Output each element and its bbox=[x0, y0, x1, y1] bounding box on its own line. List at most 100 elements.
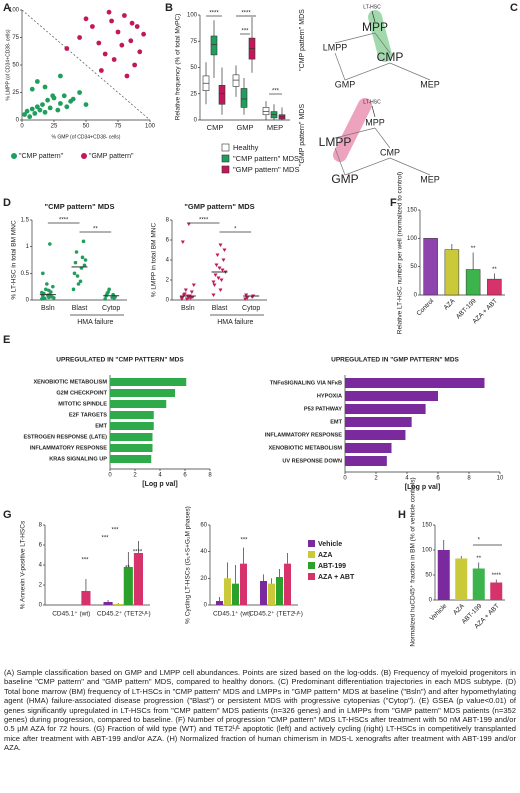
y-tick-label: 50 bbox=[190, 65, 197, 71]
point bbox=[98, 68, 104, 73]
y-axis-title: Normalized huCD45⁺ fraction in BM (% of … bbox=[410, 477, 417, 646]
edge bbox=[389, 62, 431, 81]
edge bbox=[389, 157, 431, 176]
y-tick-label: 100 bbox=[187, 13, 198, 19]
point bbox=[124, 73, 130, 79]
bar bbox=[465, 269, 481, 296]
point bbox=[216, 276, 221, 280]
point bbox=[78, 279, 83, 284]
box bbox=[240, 88, 248, 108]
point bbox=[44, 287, 48, 292]
point bbox=[180, 240, 185, 244]
y-tick-label: 50 bbox=[425, 573, 432, 579]
y-tick-label: 6 bbox=[39, 543, 43, 549]
node-label: CMP bbox=[380, 147, 400, 157]
point bbox=[183, 288, 188, 292]
point bbox=[47, 105, 53, 111]
point bbox=[102, 51, 108, 57]
x-tick-label: CD45.1⁺ (wt) bbox=[213, 611, 251, 618]
y-axis-title: Relative frequency (% of total MyPC) bbox=[175, 14, 182, 121]
point bbox=[129, 20, 135, 26]
x-tick-label: 8 bbox=[208, 473, 212, 479]
x-tick-label: 2 bbox=[133, 473, 137, 479]
x-tick-label: 100 bbox=[145, 124, 156, 130]
x-axis-title: [Log p val] bbox=[405, 484, 440, 491]
point bbox=[219, 278, 224, 282]
y-tick-label: 40 bbox=[200, 549, 207, 555]
node-label: MPP bbox=[362, 20, 388, 34]
point bbox=[40, 297, 44, 301]
y-tick-label: 25 bbox=[12, 90, 19, 96]
point bbox=[96, 40, 102, 46]
y-tick-label: 50 bbox=[410, 264, 417, 270]
point bbox=[46, 293, 50, 298]
category-label: E2F TARGETS bbox=[69, 412, 107, 418]
point bbox=[103, 297, 107, 301]
y-tick-label: 100 bbox=[9, 8, 20, 14]
bar bbox=[110, 433, 153, 441]
legend-swatch bbox=[221, 165, 230, 174]
y-axis-title: Relative LT-HSC number per well (normali… bbox=[397, 172, 404, 334]
point bbox=[80, 255, 85, 260]
node-label: LT-HSC bbox=[363, 99, 381, 105]
x-axis-title: [Log p val] bbox=[142, 481, 177, 488]
point bbox=[184, 297, 189, 301]
point bbox=[90, 24, 95, 29]
point bbox=[211, 280, 216, 284]
point bbox=[73, 260, 78, 265]
x-tick-label: 6 bbox=[183, 473, 187, 479]
legend-label: ABT-199 bbox=[318, 563, 346, 570]
significance: **** bbox=[492, 573, 502, 579]
point bbox=[182, 292, 187, 296]
point bbox=[22, 112, 27, 117]
box bbox=[210, 35, 218, 56]
bar bbox=[472, 568, 485, 600]
bar bbox=[123, 567, 133, 605]
point bbox=[32, 111, 38, 116]
significance: **** bbox=[209, 11, 219, 17]
point bbox=[218, 243, 223, 247]
trajectory-band bbox=[333, 98, 372, 162]
x-tick-label: AZA bbox=[452, 602, 466, 616]
legend-swatch bbox=[11, 153, 17, 159]
point bbox=[24, 108, 30, 114]
category-label: UV RESPONSE DOWN bbox=[282, 458, 342, 464]
box bbox=[218, 85, 226, 105]
point bbox=[212, 283, 217, 287]
point bbox=[222, 248, 227, 252]
x-tick-label: 10 bbox=[497, 476, 504, 482]
point bbox=[217, 266, 222, 270]
point bbox=[29, 86, 35, 92]
x-tick-label: Bsln bbox=[41, 305, 55, 312]
node-label: GMP bbox=[335, 79, 356, 89]
y-tick-label: 0.5 bbox=[21, 271, 30, 277]
point bbox=[74, 250, 79, 254]
y-tick-label: 0 bbox=[429, 598, 433, 604]
bar bbox=[276, 577, 283, 605]
point bbox=[83, 16, 89, 22]
point bbox=[42, 84, 48, 90]
y-axis-title: % LT-HSC in total BM MNC bbox=[11, 220, 18, 300]
significance: ** bbox=[93, 227, 98, 233]
edge bbox=[374, 127, 391, 149]
category-label: EMT bbox=[330, 419, 342, 425]
y-axis-title: % Cycling LT-HSCs (G₁+S+G₂M phases) bbox=[185, 506, 192, 624]
significance: **** bbox=[59, 218, 69, 224]
y-tick-label: 0 bbox=[39, 603, 43, 609]
bar bbox=[345, 417, 412, 427]
legend-label: "GMP pattern" MDS bbox=[233, 165, 299, 174]
legend-label: "CMP pattern" MDS bbox=[233, 154, 299, 163]
bar bbox=[490, 582, 503, 600]
significance: *** bbox=[240, 538, 248, 544]
y-tick-label: 100 bbox=[422, 548, 433, 554]
x-tick-label: Cytop bbox=[242, 305, 260, 312]
bar bbox=[110, 400, 167, 408]
point bbox=[45, 97, 50, 103]
divider bbox=[21, 9, 151, 121]
y-tick-label: 50 bbox=[12, 63, 19, 69]
bar bbox=[268, 583, 275, 605]
edge bbox=[344, 157, 391, 176]
x-tick-label: MEP bbox=[267, 123, 283, 132]
significance: *** bbox=[81, 558, 89, 564]
y-tick-label: 25 bbox=[190, 91, 197, 97]
